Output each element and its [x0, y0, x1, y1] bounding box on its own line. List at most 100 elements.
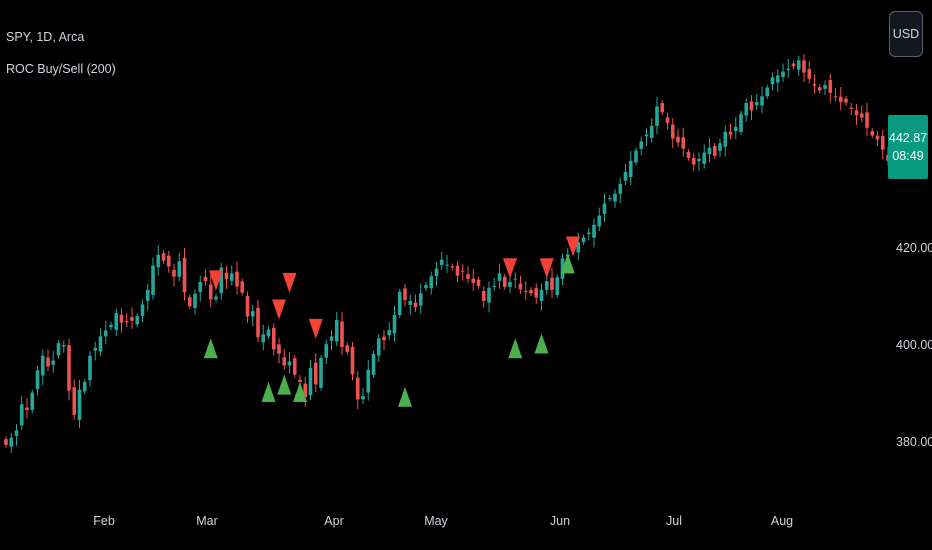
candle: [844, 95, 848, 106]
buy-signal-marker: [508, 338, 523, 359]
candle: [40, 349, 45, 386]
candle: [481, 286, 486, 308]
candle: [838, 87, 843, 111]
candle: [796, 55, 801, 76]
candle: [14, 424, 19, 446]
candle: [676, 128, 680, 147]
candle: [723, 125, 728, 157]
candle: [649, 117, 654, 143]
candle: [340, 311, 344, 356]
candle: [618, 177, 623, 204]
candle: [487, 281, 491, 313]
candle: [508, 277, 512, 294]
candle: [156, 245, 161, 276]
y-tick-label: 400.00: [896, 338, 932, 352]
sell-signal-marker: [503, 258, 517, 279]
signal-markers: [203, 236, 580, 407]
candle: [282, 349, 287, 371]
candle: [534, 283, 539, 304]
candle: [754, 94, 759, 110]
candle: [634, 147, 638, 166]
candle: [67, 338, 71, 401]
candle: [408, 294, 413, 315]
candle: [639, 136, 644, 156]
candle: [193, 289, 197, 315]
candle: [82, 379, 87, 395]
candle: [424, 282, 428, 292]
candle: [98, 328, 103, 357]
candle: [791, 60, 796, 70]
candle: [46, 349, 50, 372]
candle: [130, 307, 134, 329]
candle: [602, 193, 607, 222]
candle: [277, 338, 281, 364]
candle: [875, 130, 880, 146]
candle: [581, 234, 586, 246]
candle: [25, 397, 29, 419]
candle: [613, 189, 617, 208]
candle: [313, 353, 318, 393]
candle: [439, 251, 444, 270]
candle: [292, 355, 297, 378]
candle: [460, 264, 465, 281]
candle: [739, 110, 743, 135]
candle: [256, 299, 260, 342]
candle: [124, 313, 129, 327]
currency-button[interactable]: USD: [889, 11, 923, 57]
x-tick-label: Feb: [93, 514, 115, 528]
sell-signal-marker: [566, 236, 580, 257]
x-tick-label: Mar: [196, 514, 218, 528]
candle: [355, 371, 360, 410]
candle: [828, 73, 833, 103]
buy-signal-marker: [293, 381, 307, 402]
candle: [628, 151, 633, 186]
buy-signal-marker: [277, 374, 292, 395]
candle: [329, 330, 334, 351]
symbol-legend[interactable]: SPY, 1D, Arca: [6, 30, 85, 44]
candle: [77, 380, 82, 429]
candle: [455, 261, 460, 283]
candle: [644, 128, 649, 146]
indicator-legend[interactable]: ROC Buy/Sell (200): [6, 62, 116, 76]
candle: [429, 271, 434, 295]
candle: [781, 63, 785, 82]
candle: [728, 123, 733, 140]
candle: [833, 88, 838, 102]
candle: [802, 54, 806, 83]
candle: [418, 283, 423, 314]
candle: [502, 273, 507, 290]
candle: [870, 128, 875, 139]
candle: [151, 257, 155, 300]
x-tick-label: Jul: [666, 514, 682, 528]
candle: [166, 251, 171, 273]
candle: [229, 265, 234, 286]
candle: [670, 118, 675, 149]
candle: [119, 308, 124, 333]
candle: [823, 80, 827, 96]
candle: [691, 153, 696, 171]
candle: [324, 339, 329, 365]
candle: [350, 342, 355, 381]
candle: [135, 313, 140, 328]
candle: [849, 103, 854, 116]
candle: [287, 351, 292, 374]
candle: [403, 283, 407, 307]
candle: [623, 163, 628, 186]
buy-signal-marker: [398, 386, 412, 407]
candle: [665, 112, 670, 130]
candle: [765, 84, 770, 100]
candle: [812, 74, 817, 94]
candle: [434, 262, 439, 286]
candle: [555, 274, 560, 298]
candle: [550, 267, 554, 298]
x-tick-label: Jun: [549, 514, 571, 528]
candle: [182, 248, 187, 301]
candle: [397, 288, 402, 318]
x-tick-label: May: [424, 514, 448, 528]
candle: [518, 275, 523, 294]
candle: [775, 69, 780, 93]
candle: [187, 294, 192, 310]
candle: [319, 354, 323, 391]
candle: [334, 311, 339, 347]
